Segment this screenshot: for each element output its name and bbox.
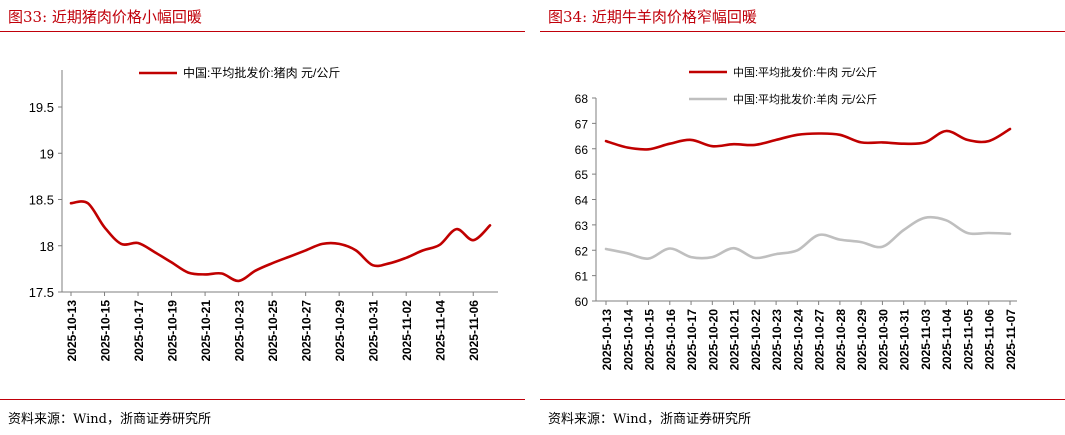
series-line-0 — [604, 127, 1012, 151]
title-rule — [540, 31, 1065, 32]
y-tick-label: 60 — [575, 295, 589, 309]
x-tick-label: 2025-11-06 — [983, 309, 997, 370]
y-tick-label: 64 — [575, 194, 589, 208]
x-tick-label: 2025-10-23 — [233, 300, 247, 362]
x-tick-label: 2025-10-19 — [166, 300, 180, 362]
x-tick-label: 2025-10-25 — [266, 300, 280, 362]
x-tick-label: 2025-10-29 — [855, 309, 869, 371]
x-tick-label: 2025-10-27 — [813, 309, 827, 371]
x-tick-label: 2025-11-02 — [400, 300, 414, 361]
y-tick-label: 18.5 — [29, 193, 54, 208]
x-tick-label: 2025-10-22 — [749, 309, 763, 371]
x-tick-label: 2025-10-31 — [898, 309, 912, 371]
x-tick-label: 2025-11-07 — [1004, 309, 1018, 370]
source-note: 资料来源：Wind，浙商证券研究所 — [8, 412, 211, 427]
x-tick-label: 2025-11-03 — [919, 309, 933, 370]
x-tick-label: 2025-11-04 — [434, 300, 448, 361]
y-tick-label: 66 — [575, 143, 589, 157]
x-tick-label: 2025-10-15 — [99, 300, 113, 362]
x-tick-label: 2025-10-29 — [333, 300, 347, 362]
x-tick-label: 2025-11-04 — [940, 309, 954, 370]
y-tick-label: 62 — [575, 244, 589, 258]
y-tick-label: 18 — [40, 239, 54, 254]
y-tick-label: 65 — [575, 168, 589, 182]
figure-33: 图33: 近期猪肉价格小幅回暖 17.5 18 18.5 19 19.5 2025-10-… — [0, 0, 525, 435]
y-tick-label: 68 — [575, 92, 589, 106]
legend-entry: 中国:平均批发价:牛肉 元/公斤 — [733, 65, 877, 79]
x-tick-label: 2025-10-31 — [367, 300, 381, 362]
legend-entry: 中国:平均批发价:羊肉 元/公斤 — [733, 92, 877, 106]
figure-title: 图34: 近期牛羊肉价格窄幅回暖 — [548, 8, 757, 26]
x-tick-label: 2025-10-13 — [600, 309, 614, 371]
x-tick-label: 2025-11-06 — [467, 300, 481, 361]
series-line-0 — [69, 200, 492, 283]
x-tick-label: 2025-10-21 — [728, 309, 742, 371]
y-tick-label: 19 — [40, 146, 54, 161]
title-rule — [0, 31, 525, 32]
y-tick-label: 19.5 — [29, 100, 54, 115]
y-tick-label: 61 — [575, 270, 589, 284]
x-tick-label: 2025-10-17 — [685, 309, 699, 371]
source-note: 资料来源：Wind，浙商证券研究所 — [548, 412, 751, 427]
source-rule — [540, 399, 1065, 400]
x-tick-label: 2025-10-15 — [643, 309, 657, 371]
x-tick-label: 2025-10-21 — [199, 300, 213, 362]
y-tick-label: 67 — [575, 117, 589, 131]
source-rule — [0, 399, 525, 400]
x-tick-label: 2025-10-16 — [664, 309, 678, 371]
pork-price-chart: 17.5 18 18.5 19 19.5 2025-10-13 2025-10-15 2025… — [29, 65, 498, 362]
x-tick-label: 2025-10-23 — [770, 309, 784, 371]
x-tick-label: 2025-10-30 — [876, 309, 890, 371]
x-tick-label: 2025-10-28 — [834, 309, 848, 371]
figure-34: 图34: 近期牛羊肉价格窄幅回暖 60 61 62 63 64 65 66 67 68 2025-… — [540, 0, 1065, 435]
y-tick-label: 63 — [575, 219, 589, 233]
x-tick-label: 2025-10-13 — [65, 300, 79, 362]
y-tick-label: 17.5 — [29, 285, 54, 300]
x-tick-label: 2025-10-27 — [300, 300, 314, 362]
x-tick-label: 2025-11-05 — [961, 309, 975, 370]
x-tick-label: 2025-10-20 — [706, 309, 720, 371]
legend-entry: 中国:平均批发价:猪肉 元/公斤 — [183, 65, 340, 80]
x-tick-label: 2025-10-14 — [621, 309, 635, 371]
figure-title: 图33: 近期猪肉价格小幅回暖 — [8, 8, 202, 26]
series-line-1 — [604, 215, 1012, 260]
x-tick-label: 2025-10-24 — [791, 309, 805, 371]
beef-mutton-price-chart: 60 61 62 63 64 65 66 67 68 2025-10-13 2025-10-14 20… — [575, 65, 1018, 371]
x-tick-label: 2025-10-17 — [132, 300, 146, 362]
